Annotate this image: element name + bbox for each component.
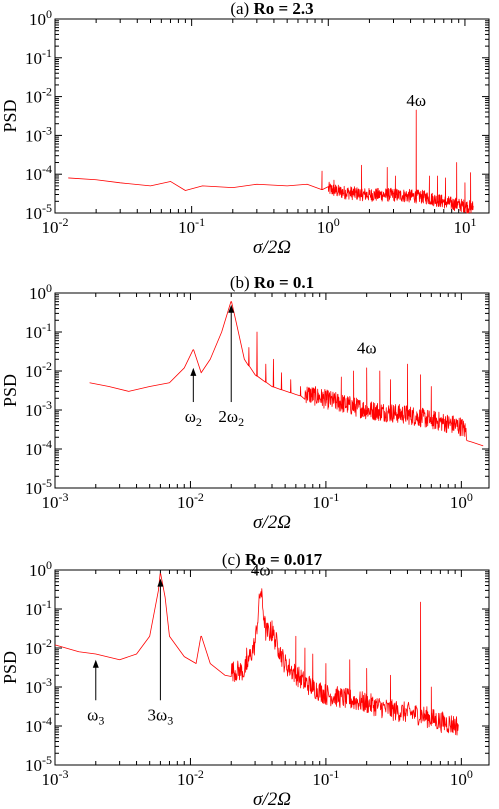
x-axis-label: σ/2Ω (253, 237, 291, 258)
series-line-1 (89, 301, 484, 447)
plot-frame (54, 18, 490, 214)
x-axis-label: σ/2Ω (253, 512, 291, 533)
annotation-label: 2ω2 (218, 407, 244, 429)
y-axis-label: PSD (0, 99, 20, 132)
y-tick-label: 10-3 (25, 675, 52, 697)
x-tick-label: 10-2 (177, 767, 204, 789)
chart-title: (b) Ro = 0.1 (230, 273, 314, 292)
x-tick-label: 100 (317, 215, 340, 237)
y-axis-label: PSD (0, 374, 20, 407)
y-axis-label: PSD (0, 651, 20, 684)
y-tick-label: 10-3 (25, 398, 52, 420)
y-tick-label: 10-5 (25, 201, 52, 223)
x-tick-label: 10-2 (177, 490, 204, 512)
x-tick-label: 10-1 (312, 490, 339, 512)
y-tick-label: 10-4 (25, 714, 52, 736)
x-tick-label: 10-1 (312, 767, 339, 789)
series-line-1 (54, 573, 459, 736)
chart-panel-2: 10-3 10-2 10-1 100 10-5 10-4 10-3 10-2 10-1 100 (b… (0, 273, 490, 533)
y-tick-label: 10-4 (25, 437, 52, 459)
plot-frame (54, 292, 490, 489)
annotation-label: ω3 (87, 705, 104, 727)
x-tick-label: 100 (450, 490, 473, 512)
y-tick-label: 100 (29, 558, 52, 580)
annotation-label: ω2 (185, 407, 202, 429)
y-tick-label: 10-4 (25, 162, 52, 184)
y-tick-label: 100 (29, 281, 52, 303)
x-tick-label: 10-3 (42, 490, 69, 512)
plot-frame (54, 569, 490, 766)
x-tick-label: 100 (450, 767, 473, 789)
series-line-1 (68, 109, 474, 214)
annotation-arrow-head (190, 367, 197, 376)
y-tick-label: 10-5 (25, 476, 52, 498)
y-tick-label: 10-2 (25, 85, 52, 107)
x-tick-label: 10-1 (178, 215, 205, 237)
annotation-arrow-head (92, 659, 99, 668)
y-tick-label: 10-1 (25, 597, 52, 619)
annotation-label: 3ω3 (148, 705, 174, 727)
x-tick-label: 10-3 (42, 767, 69, 789)
annotation-arrow-head (228, 304, 235, 313)
y-tick-label: 100 (29, 7, 52, 29)
y-tick-label: 10-2 (25, 359, 52, 381)
x-tick-label: 10-2 (42, 215, 69, 237)
y-tick-label: 10-5 (25, 753, 52, 775)
chart-panel-1: 10-2 10-1 100 101 10-5 10-4 10-3 10-2 10-1 100 (a)… (0, 0, 490, 258)
x-tick-label: 101 (453, 215, 476, 237)
y-tick-label: 10-1 (25, 320, 52, 342)
x-axis-label: σ/2Ω (253, 789, 291, 809)
annotation-arrow-head (157, 578, 164, 587)
chart-title: (c) Ro = 0.017 (222, 550, 323, 569)
annotation-label: 4ω (251, 561, 271, 580)
chart-title: (a) Ro = 2.3 (230, 0, 313, 18)
chart-panel-3: 10-3 10-2 10-1 100 10-5 10-4 10-3 10-2 10-1 100 (c… (0, 550, 490, 809)
y-tick-label: 10-1 (25, 46, 52, 68)
y-tick-label: 10-3 (25, 123, 52, 145)
annotation-label: 4ω (357, 338, 377, 357)
y-tick-label: 10-2 (25, 636, 52, 658)
annotation-label: 4ω (406, 91, 426, 110)
